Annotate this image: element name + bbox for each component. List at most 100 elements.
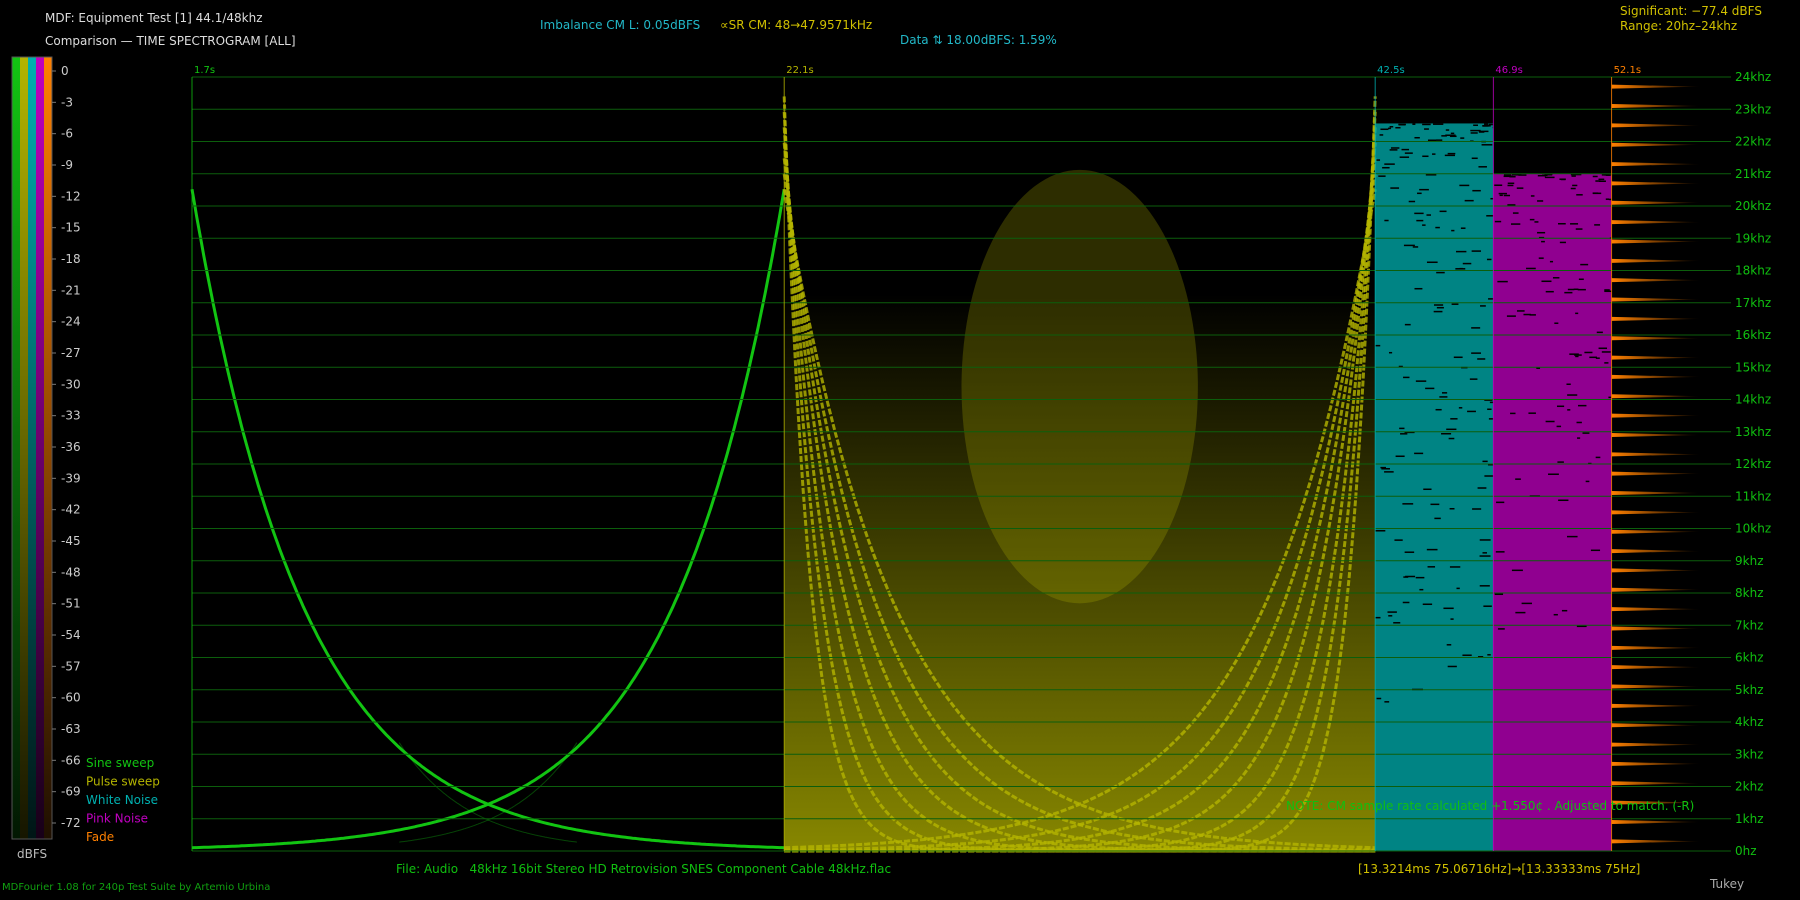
pink-noise-texture — [1498, 192, 1507, 195]
white-noise-texture — [1422, 603, 1433, 606]
y-tick-label: 7khz — [1735, 618, 1764, 632]
pulse-texture — [961, 169, 1198, 604]
y-tick-label: 8khz — [1735, 586, 1764, 600]
white-noise-texture — [1450, 132, 1455, 135]
segment-start-label: 52.1s — [1614, 65, 1641, 76]
white-noise-texture — [1439, 396, 1448, 398]
y-tick-label: 13khz — [1735, 425, 1771, 439]
colorbar-band — [20, 57, 28, 839]
y-tick-label: 14khz — [1735, 393, 1771, 407]
significant: Significant: −77.4 dBFS — [1620, 4, 1762, 18]
fade-texture — [1611, 355, 1702, 360]
fade-texture — [1611, 781, 1702, 786]
colorbar-tick-label: -66 — [61, 753, 81, 767]
white-noise-texture — [1426, 261, 1438, 264]
pink-noise-texture — [1496, 501, 1505, 504]
pink-noise-texture — [1576, 194, 1583, 196]
pink-noise-texture — [1561, 609, 1568, 612]
pink-noise-texture — [1595, 456, 1601, 459]
pink-noise-texture — [1557, 461, 1564, 463]
white-noise-texture — [1387, 127, 1392, 130]
pink-noise-texture — [1569, 353, 1579, 355]
pink-noise-texture — [1584, 351, 1593, 354]
white-noise-texture — [1402, 601, 1410, 604]
pink-noise-texture — [1576, 421, 1582, 424]
white-noise-texture — [1380, 466, 1386, 469]
white-noise-texture — [1471, 250, 1481, 252]
pulse-texture — [784, 188, 1377, 850]
pink-noise-texture — [1530, 195, 1535, 197]
fade-texture — [1611, 471, 1702, 476]
white-noise-texture — [1389, 126, 1394, 128]
white-noise-texture — [1446, 428, 1457, 431]
pink-noise-texture — [1507, 184, 1514, 187]
fade-texture — [1611, 723, 1702, 728]
y-tick-label: 24khz — [1735, 70, 1771, 84]
title: MDF: Equipment Test [1] 44.1/48khz — [45, 11, 263, 25]
pink-noise-texture — [1537, 200, 1544, 202]
fade-texture — [1611, 239, 1702, 244]
pink-noise-texture — [1544, 176, 1555, 179]
y-tick-label: 5khz — [1735, 683, 1764, 697]
white-noise-texture — [1380, 128, 1389, 131]
white-noise-texture — [1471, 327, 1481, 329]
pink-noise-texture — [1542, 174, 1548, 177]
white-noise-texture — [1448, 437, 1455, 440]
white-noise-texture — [1455, 268, 1466, 270]
pink-noise-texture — [1575, 312, 1579, 315]
pink-noise-texture — [1571, 175, 1576, 177]
fade-texture — [1611, 181, 1702, 186]
pink-noise-texture — [1585, 480, 1590, 483]
white-noise-texture — [1486, 215, 1495, 217]
white-noise-texture — [1404, 323, 1411, 326]
colorbar-tick-label: 0 — [61, 64, 69, 78]
pink-noise-texture — [1580, 263, 1589, 266]
imbalance: Imbalance CM L: 0.05dBFS — [540, 18, 700, 32]
white-noise-texture — [1388, 351, 1393, 354]
y-tick-label: 6khz — [1735, 651, 1764, 665]
pink-noise-texture — [1537, 174, 1546, 177]
pink-noise-texture — [1558, 499, 1569, 502]
white-noise-texture — [1445, 134, 1456, 136]
white-noise-texture — [1402, 503, 1414, 505]
colorbar-tick-label: -24 — [61, 315, 81, 329]
white-noise-texture — [1477, 358, 1486, 360]
colorbar-band — [28, 57, 36, 839]
white-noise-texture — [1460, 227, 1466, 229]
pink-noise-texture — [1495, 551, 1505, 553]
white-noise-texture — [1450, 618, 1454, 620]
pink-noise-texture — [1604, 362, 1609, 364]
white-noise-texture — [1384, 471, 1394, 473]
white-noise-texture — [1403, 376, 1410, 379]
sample-rate: ∝SR CM: 48→47.9571kHz — [720, 18, 872, 32]
pink-noise-texture — [1549, 260, 1554, 263]
white-noise-texture — [1487, 463, 1495, 466]
white-noise-texture — [1425, 387, 1435, 390]
note: NOTE: CM sample rate calculated +1.550¢ … — [1286, 799, 1694, 813]
pink-noise-texture — [1570, 223, 1579, 225]
pink-noise-texture — [1545, 290, 1554, 293]
pink-noise-texture — [1494, 184, 1503, 186]
white-noise-texture — [1441, 392, 1448, 394]
subtitle: Comparison — TIME SPECTROGRAM [ALL] — [45, 34, 296, 48]
white-noise-texture — [1456, 587, 1460, 590]
white-noise-texture — [1416, 219, 1424, 222]
pink-noise-texture — [1595, 180, 1601, 182]
white-noise-texture — [1487, 654, 1491, 656]
white-noise-texture — [1427, 139, 1437, 141]
fade-texture — [1611, 742, 1702, 747]
fade-texture — [1611, 626, 1702, 631]
pink-noise-texture — [1578, 404, 1587, 407]
y-tick-label: 16khz — [1735, 328, 1771, 342]
pink-noise-texture — [1552, 277, 1560, 279]
pink-noise-texture — [1494, 220, 1502, 223]
white-noise-texture — [1401, 148, 1410, 151]
white-noise-texture — [1417, 192, 1422, 195]
y-tick-label: 18khz — [1735, 264, 1771, 278]
colorbar-band — [12, 57, 20, 839]
fade-texture — [1611, 684, 1702, 689]
y-tick-label: 20khz — [1735, 199, 1771, 213]
white-noise-texture — [1456, 250, 1467, 253]
white-noise-texture — [1436, 139, 1443, 141]
pink-noise-texture — [1545, 420, 1555, 423]
